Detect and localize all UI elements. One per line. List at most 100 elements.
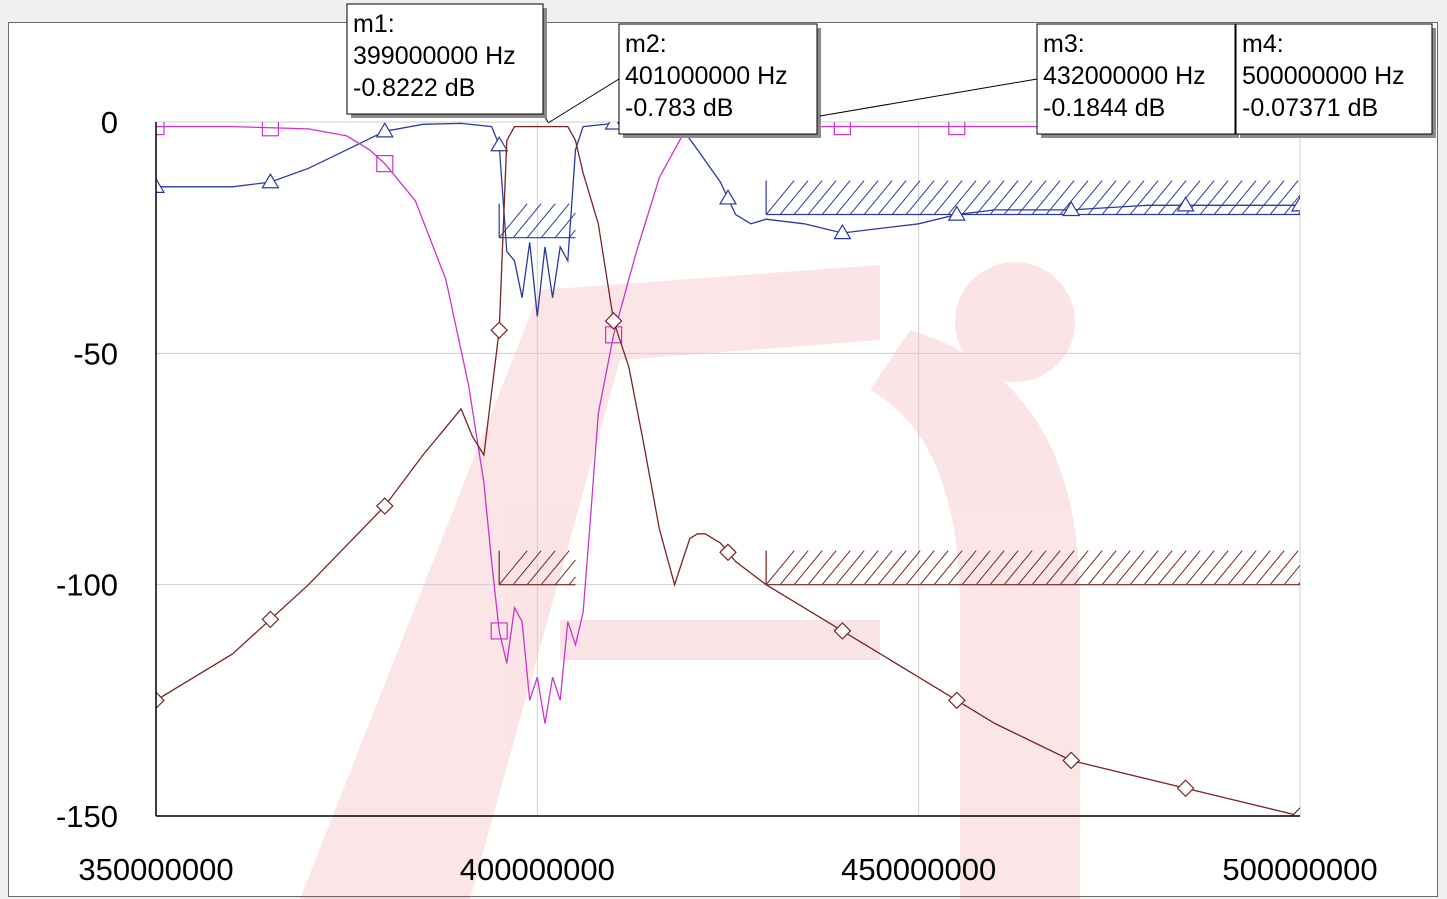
marker-value: -0.07371 dB — [1242, 94, 1378, 122]
mask-hatch — [877, 550, 907, 585]
mask-hatch — [1087, 550, 1117, 585]
x-tick-label: 450000000 — [841, 852, 996, 887]
mask-hatch — [526, 550, 556, 585]
trace-marker-diamond — [375, 497, 394, 515]
trace-marker-triangle — [1290, 196, 1300, 212]
mask-hatch — [905, 180, 935, 215]
trace-marker-square — [490, 622, 508, 640]
trace-marker-diamond — [261, 610, 280, 629]
trace-marker-diamond — [604, 312, 623, 330]
mask-hatch — [1241, 550, 1271, 585]
mask-hatch — [1283, 565, 1300, 585]
mask-hatch — [891, 550, 921, 585]
mask-hatch — [1115, 550, 1145, 585]
trace-line-diamond — [156, 125, 1300, 816]
mask-hatch — [779, 180, 809, 215]
trace-marker-diamond — [1176, 779, 1195, 798]
mask-hatch — [793, 550, 823, 585]
mask-hatch — [1073, 550, 1103, 585]
mask-hatch — [1213, 550, 1243, 585]
mask-hatch — [961, 180, 991, 215]
watermark-logo-shape-a — [300, 265, 880, 899]
mask-hatch — [1199, 180, 1229, 215]
mask-hatch — [947, 550, 977, 585]
mask-hatch — [554, 559, 576, 585]
mask-hatch — [975, 550, 1005, 585]
trace-marker-triangle — [1062, 200, 1081, 217]
y-tick-label: -100 — [56, 568, 118, 603]
mask-hatch — [526, 203, 556, 238]
mask-hatch — [947, 180, 977, 215]
mask-hatch — [961, 550, 991, 585]
marker-frequency: 401000000 Hz — [625, 62, 788, 90]
trace-marker-square — [261, 122, 279, 137]
trace-marker-triangle — [261, 172, 280, 189]
mask-hatch — [498, 550, 528, 585]
trace-marker-square — [833, 122, 852, 136]
mask-hatch — [1157, 180, 1187, 215]
mask-hatch — [1157, 550, 1187, 585]
mask-hatch — [1171, 550, 1201, 585]
mask-hatch — [540, 203, 570, 238]
trace-marker-diamond — [1291, 807, 1300, 816]
mask-hatch — [1297, 582, 1300, 585]
mask-hatch — [807, 180, 837, 215]
trace-marker-diamond — [833, 622, 852, 640]
mask-hatch — [1087, 180, 1117, 215]
watermark-logo-dot — [955, 262, 1075, 382]
x-tick-label: 500000000 — [1222, 852, 1377, 887]
trace-marker-diamond — [156, 691, 165, 710]
mask-hatch — [1045, 180, 1075, 215]
marker-box — [1235, 23, 1433, 135]
mask-hatch — [989, 550, 1019, 585]
mask-hatch — [1199, 550, 1229, 585]
marker-value: -0.8222 dB — [353, 74, 475, 102]
mask-hatch — [863, 180, 893, 215]
mask-hatch — [1269, 180, 1299, 215]
trace-marker-triangle — [718, 189, 738, 205]
trace-marker-diamond — [719, 543, 737, 562]
x-tick-label: 400000000 — [460, 852, 615, 887]
mask-hatch — [975, 180, 1005, 215]
mask-hatch — [1031, 180, 1061, 215]
trace-marker-diamond — [1062, 751, 1081, 770]
mask-hatch — [779, 550, 809, 585]
mask-hatch — [793, 180, 823, 215]
mask-hatch — [1297, 211, 1300, 215]
grid — [156, 121, 1301, 816]
marker-value: -0.783 dB — [625, 94, 733, 122]
mask-hatch — [512, 550, 542, 585]
mask-hatch — [835, 550, 865, 585]
trace-marker-diamond — [490, 321, 509, 340]
mask-hatch — [568, 229, 576, 238]
marker-name: m2: — [625, 30, 667, 58]
mask-hatch — [933, 180, 963, 215]
mask-hatch — [512, 203, 542, 238]
mask-hatch — [1101, 180, 1131, 215]
mask-hatch — [905, 550, 935, 585]
mask-hatch — [1143, 550, 1173, 585]
mask-hatch — [1003, 180, 1033, 215]
marker-name: m1: — [353, 10, 395, 38]
mask-hatch — [1129, 180, 1159, 215]
mask-hatch — [835, 180, 865, 215]
marker-frequency: 399000000 Hz — [353, 42, 516, 70]
watermark-logo-bar — [560, 620, 880, 660]
mask-hatch — [1227, 550, 1257, 585]
limit-masks — [498, 180, 1300, 586]
mask-hatch — [989, 180, 1019, 215]
mask-hatch — [540, 550, 570, 585]
mask-hatch — [933, 550, 963, 585]
marker-box — [346, 3, 544, 115]
chart-frame — [8, 22, 1438, 897]
marker-name: m4: — [1242, 30, 1284, 58]
mask-hatch — [1213, 180, 1243, 215]
mask-hatch — [498, 203, 528, 238]
trace-marker-triangle — [156, 177, 166, 193]
trace-marker-diamond — [947, 691, 966, 710]
mask-hatch — [1227, 180, 1257, 215]
marker-box — [1036, 23, 1236, 135]
mask-hatch — [919, 550, 949, 585]
mask-hatch — [765, 180, 795, 215]
